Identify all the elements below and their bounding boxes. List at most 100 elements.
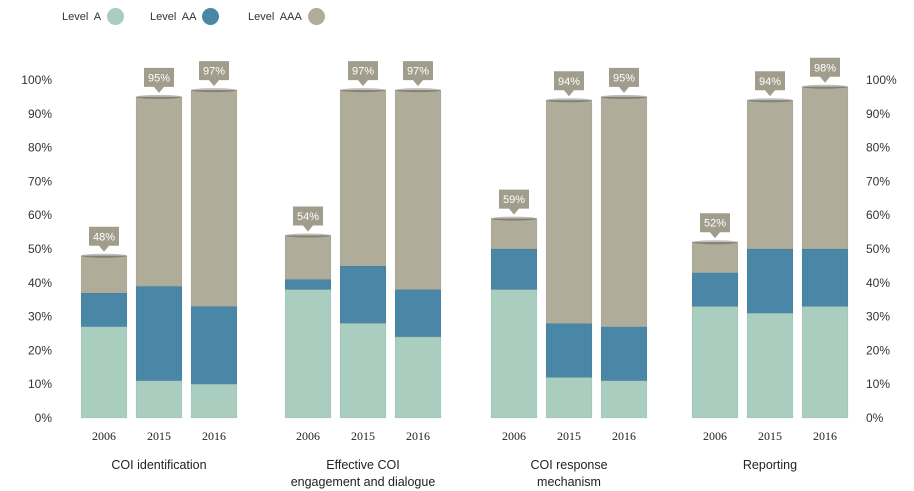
y-tick-label: 80% bbox=[866, 141, 890, 155]
group-label: COI identification bbox=[111, 458, 206, 472]
total-callout bbox=[609, 67, 639, 93]
bar-segment bbox=[394, 289, 442, 338]
bar-segment bbox=[600, 380, 648, 419]
total-label: 95% bbox=[148, 72, 170, 84]
bar-cap bbox=[191, 88, 237, 93]
total-label: 94% bbox=[759, 76, 781, 88]
legend-swatch bbox=[202, 8, 220, 25]
total-callout bbox=[403, 61, 433, 87]
group-label: mechanism bbox=[537, 475, 601, 489]
bar-segment bbox=[394, 89, 442, 290]
total-label: 98% bbox=[814, 62, 836, 74]
group-label: COI response bbox=[530, 458, 607, 472]
bar-segment bbox=[600, 326, 648, 382]
bar-segment bbox=[691, 306, 739, 419]
year-label: 2015 bbox=[557, 429, 581, 443]
bar-segment bbox=[801, 306, 849, 419]
year-label: 2006 bbox=[502, 429, 526, 443]
year-label: 2016 bbox=[202, 429, 226, 443]
bar-cap bbox=[340, 88, 386, 93]
bars: 48% 95% 97% 54% 97% 97% 59% 94% 95% 52% 94% 98% bbox=[80, 57, 849, 419]
bar-segment bbox=[135, 380, 183, 419]
bar-cap bbox=[601, 94, 647, 99]
total-callout bbox=[199, 61, 229, 87]
bar-cap bbox=[395, 88, 441, 93]
y-tick-label: 50% bbox=[28, 242, 52, 256]
legend-item: Level AA bbox=[150, 8, 220, 25]
bar-segment bbox=[801, 86, 849, 250]
total-callout bbox=[144, 67, 174, 93]
year-label: 2016 bbox=[406, 429, 430, 443]
total-label: 97% bbox=[407, 66, 429, 78]
bar-segment bbox=[545, 323, 593, 378]
y-tick-label: 40% bbox=[866, 276, 890, 290]
total-callout bbox=[89, 226, 119, 252]
group-label: Effective COI bbox=[326, 458, 399, 472]
y-tick-label: 60% bbox=[866, 208, 890, 222]
bar-segment bbox=[190, 89, 238, 307]
total-callout bbox=[810, 57, 840, 83]
bar-segment bbox=[284, 279, 332, 290]
bar-segment bbox=[545, 100, 593, 324]
y-tick-label: 10% bbox=[866, 377, 890, 391]
y-axis-right: 0% 10% 20% 30% 40% 50% 60% 70% 80% 90% 100% bbox=[866, 73, 897, 425]
year-label: 2006 bbox=[92, 429, 116, 443]
bar-segment bbox=[746, 100, 794, 250]
y-tick-label: 100% bbox=[866, 73, 897, 87]
bar-cap bbox=[491, 216, 537, 221]
bar-segment bbox=[80, 326, 128, 419]
total-label: 97% bbox=[352, 66, 374, 78]
legend-item: Level AAA bbox=[248, 8, 325, 25]
total-callout bbox=[755, 71, 785, 97]
y-tick-label: 20% bbox=[28, 343, 52, 357]
total-callout bbox=[499, 189, 529, 215]
bar-segment bbox=[284, 289, 332, 419]
bar-segment bbox=[691, 241, 739, 273]
year-label: 2015 bbox=[758, 429, 782, 443]
year-label: 2006 bbox=[703, 429, 727, 443]
total-label: 52% bbox=[704, 218, 726, 230]
bar-segment bbox=[490, 248, 538, 290]
year-label: 2016 bbox=[813, 429, 837, 443]
total-callout bbox=[293, 206, 323, 232]
bar-segment bbox=[746, 312, 794, 419]
bar-cap bbox=[546, 98, 592, 103]
bar-segment bbox=[135, 96, 183, 287]
bar-cap bbox=[747, 98, 793, 103]
total-label: 59% bbox=[503, 194, 525, 206]
bar-cap bbox=[285, 233, 331, 238]
y-tick-label: 80% bbox=[28, 141, 52, 155]
bar-segment bbox=[190, 383, 238, 419]
bar-segment bbox=[339, 323, 387, 419]
x-axis-labels: 2006 2015 2016 COI identification 2006 2015 20… bbox=[92, 429, 837, 489]
total-label: 54% bbox=[297, 211, 319, 223]
total-callout bbox=[348, 61, 378, 87]
bar-cap bbox=[802, 84, 848, 89]
bar-segment bbox=[80, 255, 128, 294]
bar-segment bbox=[691, 272, 739, 307]
year-label: 2016 bbox=[612, 429, 636, 443]
bar-segment bbox=[490, 289, 538, 419]
y-tick-label: 10% bbox=[28, 377, 52, 391]
y-tick-label: 100% bbox=[21, 73, 52, 87]
y-tick-label: 50% bbox=[866, 242, 890, 256]
bar-segment bbox=[545, 377, 593, 419]
total-label: 97% bbox=[203, 66, 225, 78]
total-callout bbox=[554, 71, 584, 97]
year-label: 2015 bbox=[147, 429, 171, 443]
y-tick-label: 70% bbox=[28, 174, 52, 188]
y-tick-label: 30% bbox=[28, 310, 52, 324]
bar-cap bbox=[692, 240, 738, 245]
year-label: 2015 bbox=[351, 429, 375, 443]
y-tick-label: 90% bbox=[28, 107, 52, 121]
bar-cap bbox=[81, 253, 127, 258]
y-tick-label: 40% bbox=[28, 276, 52, 290]
total-callout bbox=[700, 213, 730, 239]
legend-label: Level AAA bbox=[248, 10, 302, 23]
y-tick-label: 60% bbox=[28, 208, 52, 222]
y-tick-label: 0% bbox=[866, 411, 884, 425]
bar-segment bbox=[190, 306, 238, 385]
bar-cap bbox=[136, 94, 182, 99]
y-tick-label: 90% bbox=[866, 107, 890, 121]
